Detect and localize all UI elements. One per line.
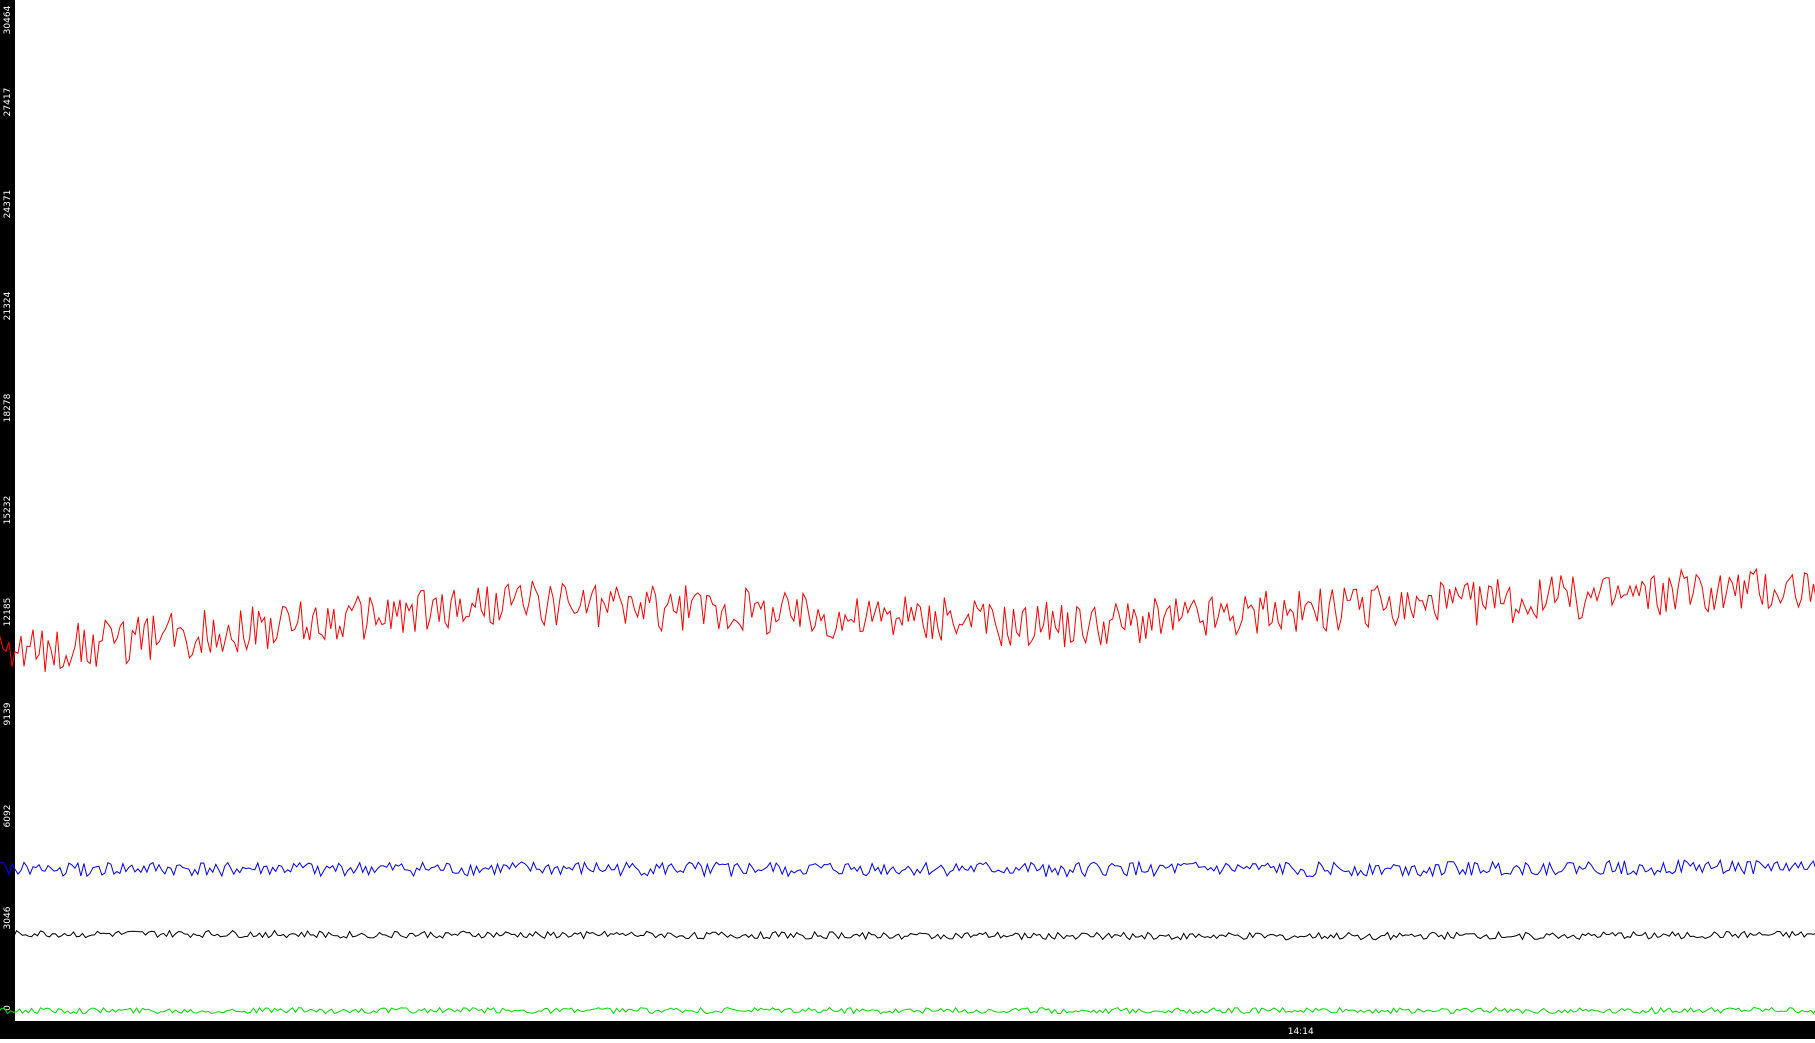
x-axis-bar xyxy=(0,1021,1815,1039)
y-tick-label: 27417 xyxy=(3,88,13,117)
x-tick-labels: 14:0114:0214:0314:0414:0514:0614:0714:08… xyxy=(1288,1027,1314,1037)
series-line-2 xyxy=(0,929,1815,941)
y-tick-label: 3046 xyxy=(3,906,13,929)
y-tick-label: 15232 xyxy=(3,496,13,525)
y-tick-label: 6092 xyxy=(3,805,13,828)
y-tick-label: 24371 xyxy=(3,190,13,219)
y-axis-bar xyxy=(0,0,15,1021)
y-tick-label: 12185 xyxy=(3,598,13,627)
series-line-1 xyxy=(0,858,1815,878)
y-tick-labels: 0 3046 6092 9139 12185 15232 18278 21324 24371 27… xyxy=(3,5,13,1010)
y-tick-label: 9139 xyxy=(3,702,13,725)
series-line-0 xyxy=(0,567,1815,672)
series-line-3 xyxy=(0,1006,1815,1015)
y-tick-label: 0 xyxy=(3,1005,13,1011)
y-tick-label: 18278 xyxy=(3,393,13,422)
y-tick-label: 21324 xyxy=(3,291,13,320)
series-layer xyxy=(0,567,1815,1015)
y-tick-label: 30464 xyxy=(3,5,13,34)
x-tick-label: 14:14 xyxy=(1288,1027,1314,1037)
